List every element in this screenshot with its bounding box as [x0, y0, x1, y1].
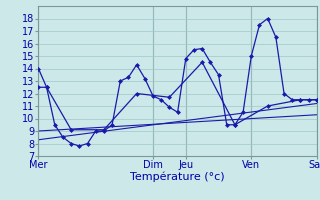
X-axis label: Température (°c): Température (°c)	[130, 172, 225, 182]
